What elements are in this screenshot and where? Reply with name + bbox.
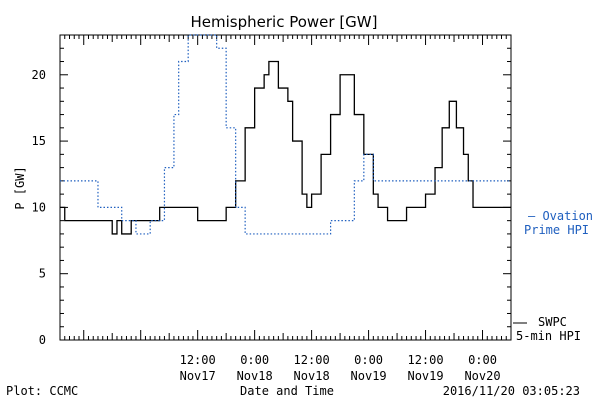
legend-swpc-line2: 5-min HPI [516, 329, 581, 343]
y-axis-label: P [GW] [13, 166, 27, 209]
chart-title: Hemispheric Power [GW] [191, 13, 378, 31]
series-swpc-line [60, 60, 511, 235]
y-tick-label: 20 [32, 68, 46, 82]
legend-ovation-line2: Prime HPI [524, 223, 589, 237]
y-tick-label: 5 [39, 267, 46, 281]
footer-left: Plot: CCMC [6, 384, 78, 398]
x-tick-date: Nov19 [407, 369, 443, 383]
x-tick-time: 0:00 [468, 353, 497, 367]
x-tick-date: Nov20 [464, 369, 500, 383]
x-tick-date: Nov17 [180, 369, 216, 383]
x-axis-label: Date and Time [240, 384, 334, 398]
x-tick-date: Nov18 [237, 369, 273, 383]
footer-right: 2016/11/20 03:05:23 [443, 384, 580, 398]
x-tick-time: 12:00 [407, 353, 443, 367]
legend-ovation-line1: – Ovation [528, 209, 593, 223]
y-axis: 0 5 10 15 20 [32, 34, 511, 347]
plot-frame [59, 34, 512, 341]
x-tick-time: 0:00 [240, 353, 269, 367]
x-axis: 12:00 Nov17 0:00 Nov18 12:00 Nov18 0:00 Nov19 12… [59, 35, 512, 383]
x-tick-time: 12:00 [180, 353, 216, 367]
y-tick-label: 15 [32, 134, 46, 148]
x-tick-date: Nov18 [294, 369, 330, 383]
series-layer [60, 34, 511, 235]
series-ovation-line [60, 34, 511, 235]
x-tick-time: 0:00 [354, 353, 383, 367]
x-tick-time: 12:00 [294, 353, 330, 367]
legend-swpc-line1: SWPC [538, 315, 567, 329]
y-tick-label: 10 [32, 200, 46, 214]
x-tick-date: Nov19 [351, 369, 387, 383]
y-tick-label: 0 [39, 333, 46, 347]
